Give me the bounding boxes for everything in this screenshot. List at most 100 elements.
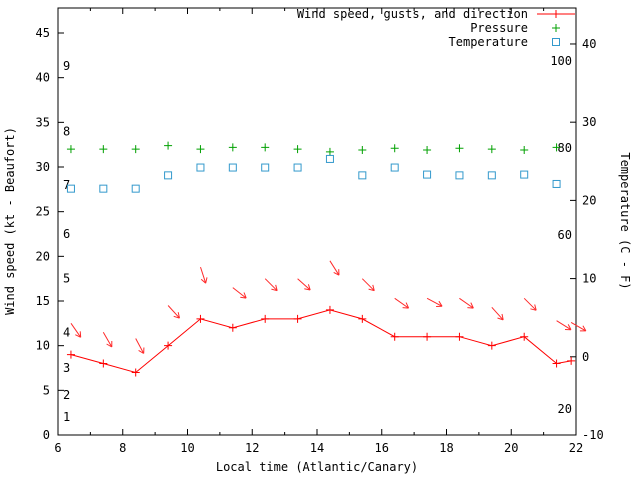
- y-left-tick-label: 5: [43, 383, 50, 397]
- wind_speed-marker: [293, 314, 302, 323]
- y-left-tick-label: 40: [36, 71, 50, 85]
- temperature-marker: [390, 163, 399, 172]
- wind_gust_arrows-arrow: [556, 320, 572, 331]
- temperature-marker: [325, 154, 334, 163]
- wind_gust_arrows-arrow: [459, 297, 474, 309]
- y-left-tick-label: 45: [36, 26, 50, 40]
- beaufort-label: 5: [63, 272, 70, 286]
- pressure-marker: [390, 144, 399, 153]
- y-left-tick-label: 35: [36, 115, 50, 129]
- wind_speed-line: [70, 309, 572, 374]
- wind_gust_arrows-arrow: [329, 260, 340, 276]
- beaufort-label: 8: [63, 124, 70, 138]
- beaufort-label: 1: [63, 410, 70, 424]
- wind_gust_arrows-arrow: [167, 305, 180, 319]
- legend-temperature-label: Temperature: [449, 35, 528, 49]
- beaufort-label: 9: [63, 59, 70, 73]
- wind_speed-marker: [390, 332, 399, 341]
- temperature-series: [66, 154, 561, 193]
- x-tick-label: 12: [245, 441, 259, 455]
- wind_speed-marker: [552, 359, 561, 368]
- fahrenheit-label: 80: [558, 141, 572, 155]
- wind_gust_arrows-series: [70, 260, 587, 354]
- y-right-tick-label: 40: [582, 37, 596, 51]
- y-right-tick-label: -10: [582, 428, 604, 442]
- y-right-tick-label: 10: [582, 272, 596, 286]
- x-tick-label: 14: [310, 441, 324, 455]
- wind_gust_arrows-arrow: [523, 297, 537, 311]
- temperature-marker: [487, 171, 496, 180]
- x-tick-label: 18: [439, 441, 453, 455]
- y-left-tick-label: 0: [43, 428, 50, 442]
- legend-wind-label: Wind speed, gusts, and direction: [297, 7, 528, 21]
- x-axis-title: Local time (Atlantic/Canary): [216, 460, 418, 474]
- y-left-tick-label: 30: [36, 160, 50, 174]
- wind_gust_arrows-arrow: [570, 321, 587, 332]
- wind_gust_arrows-arrow: [70, 323, 82, 338]
- wind_gust_arrows-arrow: [394, 297, 410, 309]
- left-axis-title: Wind speed (kt - Beaufort): [3, 127, 17, 315]
- wind_speed-marker: [358, 314, 367, 323]
- legend-sample-1: [552, 24, 560, 32]
- pressure-marker: [293, 145, 302, 154]
- beaufort-label: 3: [63, 361, 70, 375]
- temperature-marker: [99, 184, 108, 193]
- temperature-marker: [520, 170, 529, 179]
- pressure-marker: [455, 144, 464, 153]
- wind_speed-marker: [99, 359, 108, 368]
- axis-ticks: [57, 8, 577, 436]
- beaufort-label: 2: [63, 388, 70, 402]
- beaufort-label: 7: [63, 178, 70, 192]
- y-left-tick-label: 25: [36, 205, 50, 219]
- temperature-marker: [228, 163, 237, 172]
- temperature-marker: [358, 171, 367, 180]
- beaufort-label: 4: [63, 325, 70, 339]
- temperature-marker: [552, 179, 561, 188]
- pressure-marker: [261, 143, 270, 152]
- fahrenheit-label: 60: [558, 228, 572, 242]
- temperature-marker: [423, 170, 432, 179]
- wind_gust_arrows-arrow: [264, 278, 278, 292]
- right-axis-title: Temperature (C - F): [618, 152, 632, 289]
- pressure-marker: [552, 143, 561, 152]
- legend-square: [552, 38, 560, 46]
- wind_speed-marker: [66, 350, 75, 359]
- pressure-marker: [423, 146, 432, 155]
- y-right-tick-label: 30: [582, 115, 596, 129]
- wind_speed-marker: [325, 305, 334, 314]
- x-tick-label: 10: [180, 441, 194, 455]
- wind_speed-marker: [520, 332, 529, 341]
- pressure-marker: [325, 147, 334, 156]
- pressure-marker: [131, 145, 140, 154]
- temperature-marker: [261, 163, 270, 172]
- temperature-marker: [131, 184, 140, 193]
- pressure-marker: [358, 146, 367, 155]
- temperature-marker: [293, 163, 302, 172]
- x-tick-label: 16: [375, 441, 389, 455]
- y-right-tick-label: 0: [582, 350, 589, 364]
- legend-plus: [552, 10, 560, 18]
- wind_gust_arrows-arrow: [426, 297, 443, 307]
- x-tick-label: 20: [504, 441, 518, 455]
- pressure-marker: [520, 146, 529, 155]
- wind_gust_arrows-arrow: [135, 338, 145, 354]
- temperature-marker: [196, 163, 205, 172]
- pressure-marker: [228, 143, 237, 152]
- x-tick-label: 22: [569, 441, 583, 455]
- wind_gust_arrows-arrow: [232, 287, 247, 299]
- pressure-series: [66, 141, 561, 156]
- wind_gust_arrows-arrow: [361, 278, 375, 292]
- y-left-tick-label: 15: [36, 294, 50, 308]
- x-tick-label: 6: [54, 441, 61, 455]
- x-tick-label: 8: [119, 441, 126, 455]
- chart-generated-layer: 6 8 10 12 14 16 18 20 22051015202530354045-10010…: [36, 7, 604, 455]
- legend-sample-2: [552, 38, 560, 46]
- beaufort-label: 6: [63, 227, 70, 241]
- fahrenheit-label: 20: [558, 402, 572, 416]
- wind_speed-marker: [261, 314, 270, 323]
- y-right-tick-label: 20: [582, 193, 596, 207]
- y-left-tick-label: 20: [36, 249, 50, 263]
- wind_speed-series: [66, 305, 576, 377]
- legend-sample-0: [537, 10, 575, 18]
